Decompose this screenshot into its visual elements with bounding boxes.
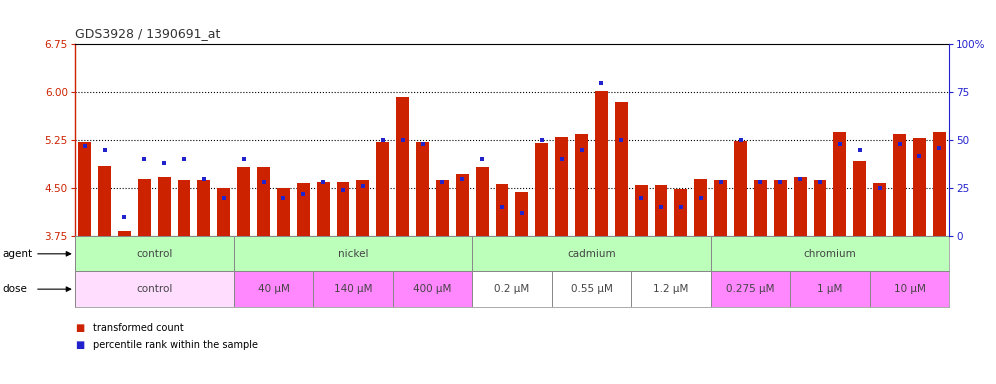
Bar xyxy=(794,177,807,236)
Bar xyxy=(873,183,886,236)
Bar xyxy=(137,179,150,236)
Bar xyxy=(634,185,647,236)
Bar xyxy=(297,183,310,236)
Bar xyxy=(376,142,389,236)
Bar xyxy=(774,180,787,236)
Bar xyxy=(754,180,767,236)
Bar xyxy=(416,142,429,236)
Bar xyxy=(234,271,313,307)
Bar xyxy=(734,141,747,236)
Text: 1.2 μM: 1.2 μM xyxy=(653,284,688,294)
Bar xyxy=(631,271,711,307)
Bar xyxy=(575,134,588,236)
Text: control: control xyxy=(136,249,172,259)
Bar xyxy=(436,180,449,236)
Bar xyxy=(933,132,946,236)
Bar xyxy=(476,167,489,236)
Text: agent: agent xyxy=(2,249,32,259)
Bar xyxy=(854,161,867,236)
Text: control: control xyxy=(136,284,172,294)
Bar xyxy=(118,231,130,236)
Text: ■: ■ xyxy=(75,323,84,333)
Bar xyxy=(75,236,234,271)
Bar xyxy=(535,143,548,236)
Text: 0.275 μM: 0.275 μM xyxy=(726,284,775,294)
Bar xyxy=(893,134,906,236)
Text: 40 μM: 40 μM xyxy=(258,284,290,294)
Bar xyxy=(711,236,949,271)
Bar xyxy=(790,271,870,307)
Bar xyxy=(472,236,711,271)
Text: 0.2 μM: 0.2 μM xyxy=(494,284,530,294)
Bar xyxy=(515,192,528,236)
Text: dose: dose xyxy=(2,284,27,294)
Bar xyxy=(257,167,270,236)
Bar xyxy=(157,177,170,236)
Bar xyxy=(396,97,409,236)
Bar xyxy=(814,180,827,236)
Text: nickel: nickel xyxy=(338,249,369,259)
Text: chromium: chromium xyxy=(804,249,857,259)
Bar xyxy=(217,188,230,236)
Text: cadmium: cadmium xyxy=(567,249,616,259)
Bar xyxy=(78,142,91,236)
Bar xyxy=(496,184,509,236)
Bar xyxy=(694,179,707,236)
Text: percentile rank within the sample: percentile rank within the sample xyxy=(93,340,258,350)
Text: ■: ■ xyxy=(75,340,84,350)
Bar xyxy=(392,271,472,307)
Bar xyxy=(313,271,392,307)
Bar xyxy=(197,180,210,236)
Bar xyxy=(277,188,290,236)
Bar xyxy=(317,182,330,236)
Bar xyxy=(552,271,631,307)
Text: 140 μM: 140 μM xyxy=(334,284,373,294)
Bar xyxy=(456,174,469,236)
Bar xyxy=(357,180,370,236)
Bar xyxy=(834,132,847,236)
Bar xyxy=(472,271,552,307)
Bar xyxy=(98,166,111,236)
Bar xyxy=(615,102,627,236)
Text: transformed count: transformed count xyxy=(93,323,183,333)
Text: 10 μM: 10 μM xyxy=(893,284,925,294)
Text: 1 μM: 1 μM xyxy=(818,284,843,294)
Bar xyxy=(674,189,687,236)
Bar xyxy=(870,271,949,307)
Bar xyxy=(711,271,790,307)
Bar xyxy=(714,180,727,236)
Bar xyxy=(555,137,568,236)
Text: 0.55 μM: 0.55 μM xyxy=(571,284,613,294)
Bar xyxy=(234,236,472,271)
Bar xyxy=(75,271,234,307)
Bar xyxy=(913,138,926,236)
Bar xyxy=(237,167,250,236)
Bar xyxy=(654,185,667,236)
Text: GDS3928 / 1390691_at: GDS3928 / 1390691_at xyxy=(75,27,220,40)
Bar xyxy=(595,91,608,236)
Text: 400 μM: 400 μM xyxy=(413,284,451,294)
Bar xyxy=(337,182,350,236)
Bar xyxy=(177,180,190,236)
